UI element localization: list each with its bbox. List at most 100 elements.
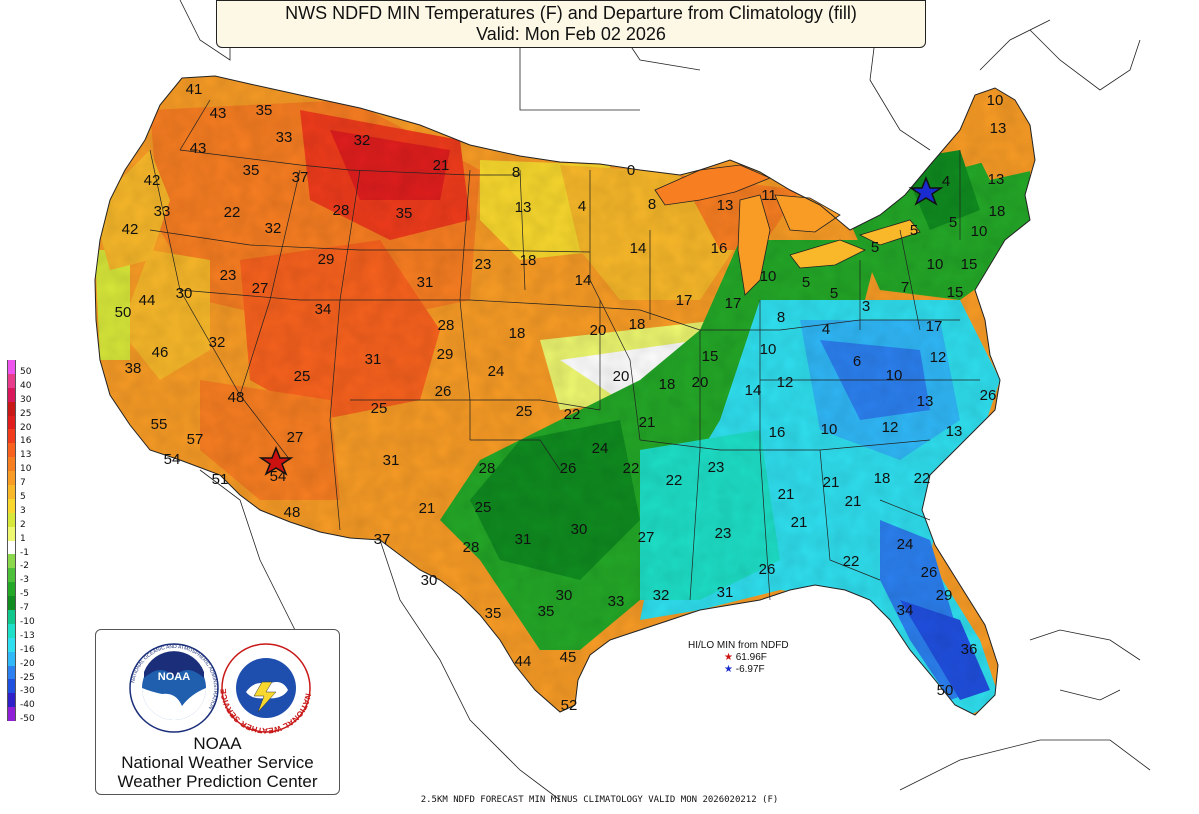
svg-text:NOAA: NOAA	[158, 671, 190, 683]
temp-label: 20	[613, 368, 630, 385]
temp-label: 14	[745, 382, 762, 399]
temp-label: 31	[383, 452, 400, 469]
temp-label: 25	[475, 499, 492, 516]
lo-star-marker	[908, 175, 944, 206]
logo-line-2: National Weather Service	[121, 753, 314, 772]
temp-label: 10	[927, 256, 944, 273]
legend-swatch	[7, 415, 16, 430]
great-lakes	[654, 164, 921, 296]
map-title: NWS NDFD MIN Temperatures (F) and Depart…	[216, 0, 926, 48]
temp-label: 18	[874, 470, 891, 487]
legend-entry: -1	[4, 540, 42, 558]
legend-swatch	[7, 498, 16, 513]
title-line-2: Valid: Mon Feb 02 2026	[476, 24, 666, 44]
temp-label: 21	[433, 157, 450, 174]
legend-label: 20	[20, 422, 32, 433]
legend-swatch	[7, 665, 16, 680]
temp-label: 26	[980, 387, 997, 404]
legend-entry: 10	[4, 457, 42, 474]
legend-swatch	[7, 554, 16, 569]
temp-label: 23	[475, 256, 492, 273]
hilo-summary: HI/LO MIN from NDFD ★ 61.96F ★ -6.97F	[688, 640, 828, 676]
temp-label: 33	[276, 129, 293, 146]
legend-swatch	[7, 387, 16, 402]
temp-label: 28	[333, 202, 350, 219]
legend-label: 2	[20, 519, 26, 530]
temp-label: 54	[164, 451, 181, 468]
temp-label: 20	[692, 374, 709, 391]
temp-label: 55	[151, 416, 168, 433]
temp-label: 10	[760, 341, 777, 358]
legend-swatch	[7, 373, 16, 388]
temp-label: 4	[822, 321, 830, 338]
temp-label: 12	[882, 419, 899, 436]
temp-label: 8	[648, 196, 656, 213]
temp-label: 14	[575, 272, 592, 289]
legend-entry: 2	[4, 512, 42, 530]
legend-label: -3	[20, 575, 29, 586]
temp-label: 15	[702, 348, 719, 365]
temp-label: 26	[759, 561, 776, 578]
temp-label: 22	[224, 204, 241, 221]
logo-line-3: Weather Prediction Center	[117, 772, 318, 791]
temp-label: 16	[711, 240, 728, 257]
legend-label: 1	[20, 533, 26, 544]
legend-label: -5	[20, 589, 29, 600]
temp-label: 23	[715, 525, 732, 542]
temp-label: 25	[371, 400, 388, 417]
temp-label: 41	[186, 81, 203, 98]
temp-label: 27	[638, 529, 655, 546]
temp-label: 13	[515, 199, 532, 216]
temp-label: 22	[564, 406, 581, 423]
legend-label: -2	[20, 561, 29, 572]
temp-label: 43	[210, 105, 227, 122]
logo-line-1: NOAA	[193, 734, 242, 753]
temp-label: 35	[256, 102, 273, 119]
hi-star-marker	[258, 445, 294, 476]
temp-label: 27	[252, 280, 269, 297]
logo-emblems: NOAA NATIONAL OCEANIC AND ATMOSPHERIC AD…	[129, 643, 313, 735]
temp-label: 17	[676, 292, 693, 309]
legend-entry: -5	[4, 582, 42, 600]
legend-swatch	[7, 679, 16, 694]
legend-label: -7	[20, 603, 29, 614]
temp-label: 36	[961, 641, 978, 658]
temp-label: 46	[152, 344, 169, 361]
legend-swatch	[7, 693, 16, 708]
footer-caption: 2.5KM NDFD FORECAST MIN MINUS CLIMATOLOG…	[420, 795, 779, 805]
temp-label: 13	[717, 197, 734, 214]
temp-label: 18	[659, 376, 676, 393]
legend-entry: 1	[4, 526, 42, 544]
temp-label: 4	[942, 173, 950, 190]
legend-label: 25	[20, 408, 32, 419]
temp-label: 8	[512, 164, 520, 181]
temp-label: 13	[990, 120, 1007, 137]
temp-label: 25	[294, 368, 311, 385]
temp-label: 48	[228, 389, 245, 406]
temp-label: 22	[623, 460, 640, 477]
legend-swatch	[7, 707, 16, 722]
temp-label: 15	[947, 284, 964, 301]
temp-label: 13	[946, 423, 963, 440]
temp-label: 52	[561, 697, 578, 714]
temp-label: 3	[862, 298, 870, 315]
legend-entry: -30	[4, 679, 42, 696]
legend-label: 3	[20, 505, 26, 516]
temp-label: 28	[463, 539, 480, 556]
temp-label: 31	[515, 531, 532, 548]
temp-label: 25	[516, 403, 533, 420]
agency-logo-panel: NOAA NATIONAL OCEANIC AND ATMOSPHERIC AD…	[95, 629, 340, 795]
legend-swatch	[7, 512, 16, 527]
temp-label: 18	[989, 203, 1006, 220]
legend-swatch	[7, 401, 16, 416]
noaa-emblem-icon: NOAA NATIONAL OCEANIC AND ATMOSPHERIC AD…	[129, 643, 219, 733]
nws-emblem-icon: NATIONAL WEATHER SERVICE	[219, 643, 313, 735]
legend-swatch	[7, 471, 16, 486]
legend-entry: 40	[4, 373, 42, 391]
temp-label: 37	[374, 531, 391, 548]
temp-label: 21	[845, 493, 862, 510]
legend-label: 7	[20, 478, 26, 489]
temp-label: 42	[122, 221, 139, 238]
temp-label: 57	[187, 431, 204, 448]
